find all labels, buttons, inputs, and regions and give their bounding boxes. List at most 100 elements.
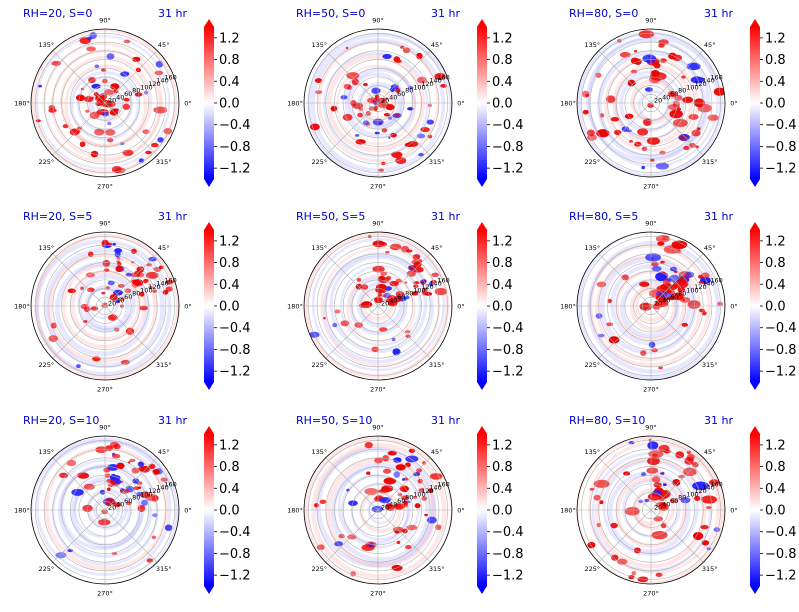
colorbar-tick-label: 0.4 (492, 482, 513, 497)
swirl-band (64, 64, 148, 148)
updraft-cell (640, 350, 647, 356)
updraft-cell (416, 468, 422, 473)
updraft-cell (381, 294, 387, 298)
downdraft-cell (393, 457, 402, 463)
swirl-band (77, 274, 136, 333)
angular-gridline (598, 102, 652, 156)
updraft-cell (89, 111, 100, 120)
updraft-cell (641, 146, 648, 151)
updraft-cell (417, 478, 423, 484)
colorbar-gradient (204, 27, 214, 179)
updraft-cell (114, 167, 126, 174)
radial-tick-label: 100 (140, 286, 152, 294)
colorbar-tick-label: −1.2 (219, 365, 251, 380)
angular-gridline (52, 50, 106, 104)
angle-tick-label: 180° (560, 507, 576, 515)
polar-grid (31, 436, 179, 584)
updraft-cell (676, 107, 681, 111)
updraft-cell (655, 572, 663, 577)
swirl-band (47, 252, 158, 364)
angular-gridline (104, 102, 158, 156)
updraft-cell (629, 81, 636, 86)
updraft-cell (608, 336, 620, 344)
radial-tick-label: 80 (678, 290, 686, 298)
updraft-cell (593, 479, 610, 488)
updraft-cell (683, 145, 690, 151)
panel-time: 31 hr (158, 7, 187, 20)
updraft-cell (144, 278, 149, 283)
updraft-cell (652, 493, 658, 497)
updraft-cell (381, 127, 388, 133)
updraft-cell (123, 39, 131, 44)
colorbar-tick-label: 0.4 (765, 482, 786, 497)
updraft-cell (140, 465, 151, 473)
radial-tick-label: 100 (413, 286, 425, 294)
swirl-band (340, 474, 411, 545)
panel-time: 31 hr (158, 414, 187, 427)
updraft-cell (434, 73, 446, 80)
colorbar-tick-label: 0.8 (492, 53, 513, 68)
angle-tick-label: 225° (38, 361, 54, 369)
swirl-band (311, 443, 447, 579)
colorbar-tick-label: −0.8 (492, 343, 524, 358)
radial-tick-label: 80 (132, 87, 140, 95)
colorbar-extend-min (477, 586, 487, 594)
swirl-band (31, 437, 179, 584)
updraft-cell (120, 359, 130, 365)
colorbar-tick-label: 0.8 (765, 256, 786, 271)
downdraft-cell (426, 516, 437, 524)
angular-gridline (104, 50, 158, 104)
angle-tick-label: 0° (184, 507, 191, 515)
updraft-cell (122, 103, 130, 110)
swirl-band (336, 64, 417, 146)
panel-time: 31 hr (431, 7, 460, 20)
updraft-cell (165, 286, 173, 292)
colorbar: 1.2 0.8 0.4 0.0 −0.4 −0.8 −1.2 (477, 222, 524, 390)
colorbar-tick-label: −0.4 (219, 321, 251, 336)
updraft-cell (152, 468, 160, 475)
radial-tick-label: 100 (686, 286, 698, 294)
updraft-cell (101, 291, 106, 295)
colorbar-gradient (477, 27, 487, 179)
colorbar-extend-max (477, 222, 487, 230)
colorbar-gradient (750, 230, 760, 382)
swirl-band (587, 36, 719, 168)
updraft-cell (148, 286, 153, 289)
updraft-cell (585, 93, 590, 97)
radial-tick-label: 120 (694, 80, 706, 88)
updraft-cell (390, 132, 397, 138)
downdraft-cell (148, 256, 158, 262)
updraft-cell (387, 451, 393, 456)
updraft-cell (314, 503, 319, 508)
updraft-cell (694, 495, 701, 501)
swirl-band (629, 284, 677, 332)
colorbar-tick-label: −0.4 (492, 321, 524, 336)
colorbar-extend-min (477, 382, 487, 390)
radial-tick-label: 100 (140, 490, 152, 498)
updraft-cell (614, 129, 622, 136)
downdraft-cell (334, 541, 343, 547)
downdraft-cell (644, 87, 653, 92)
angle-tick-label: 180° (14, 100, 30, 108)
updraft-cell (111, 453, 121, 459)
radial-tick-label: 80 (132, 494, 140, 502)
radial-tick-label: 140 (156, 280, 168, 288)
colorbar-tick-label: 1.2 (492, 234, 513, 249)
angle-tick-label: 270° (97, 386, 113, 394)
radial-tick-label: 100 (686, 83, 698, 91)
angular-gridline (104, 509, 158, 563)
downdraft-cell (55, 552, 67, 559)
updraft-cell (380, 271, 388, 276)
updraft-cell (59, 472, 68, 479)
updraft-cell (84, 96, 94, 103)
updraft-cell (393, 56, 401, 63)
updraft-cell (639, 281, 650, 287)
angular-gridline (598, 509, 652, 563)
colorbar-tick-label: 0.0 (492, 300, 513, 315)
swirl-band (346, 273, 416, 344)
colorbar-tick-label: 1.2 (492, 31, 513, 46)
updraft-cell (145, 150, 152, 155)
downdraft-cell (115, 479, 122, 485)
updraft-cell (377, 489, 384, 494)
